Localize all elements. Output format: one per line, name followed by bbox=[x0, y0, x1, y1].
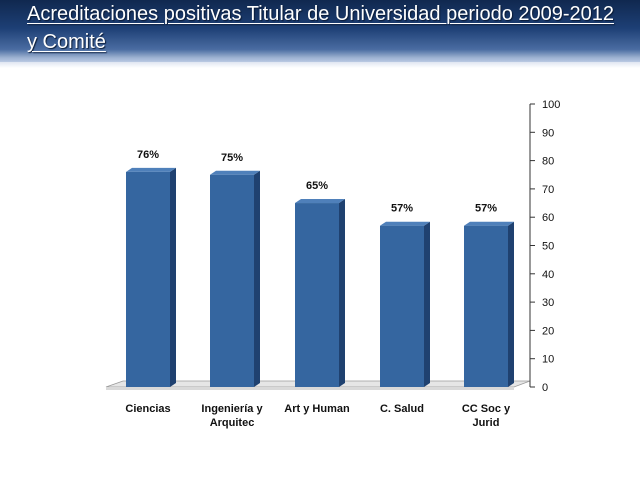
category-label: Ciencias bbox=[125, 403, 170, 415]
y-tick-label: 80 bbox=[542, 156, 554, 168]
y-tick-label: 20 bbox=[542, 325, 554, 337]
data-label: 57% bbox=[475, 203, 497, 215]
page-title: Acreditaciones positivas Titular de Univ… bbox=[27, 3, 615, 53]
y-tick-label: 60 bbox=[542, 212, 554, 224]
bar bbox=[210, 174, 254, 387]
bar-top bbox=[210, 170, 260, 175]
title-banner-fade bbox=[0, 58, 640, 68]
y-tick-label: 40 bbox=[542, 269, 554, 281]
bar-side bbox=[339, 199, 345, 387]
y-tick-label: 30 bbox=[542, 297, 554, 309]
bar-top bbox=[126, 167, 176, 172]
data-label: 57% bbox=[391, 203, 413, 215]
data-label: 65% bbox=[306, 180, 328, 192]
bar bbox=[126, 171, 170, 387]
y-tick-label: 10 bbox=[542, 354, 554, 366]
category-label: CC Soc y bbox=[462, 403, 511, 415]
y-tick-label: 70 bbox=[542, 184, 554, 196]
bar-side bbox=[254, 170, 260, 387]
y-tick-label: 0 bbox=[542, 382, 548, 394]
data-label: 75% bbox=[221, 152, 243, 164]
category-label: Ingeniería y bbox=[201, 403, 263, 415]
bar-side bbox=[508, 221, 514, 387]
bar-top bbox=[464, 221, 514, 226]
bar bbox=[295, 203, 339, 387]
category-label: Art y Human bbox=[284, 403, 350, 415]
y-tick-label: 100 bbox=[542, 99, 560, 111]
title-banner bbox=[0, 0, 640, 62]
category-label: Arquitec bbox=[210, 417, 255, 429]
y-tick-label: 90 bbox=[542, 127, 554, 139]
bar-top bbox=[295, 199, 345, 204]
data-label: 76% bbox=[137, 149, 159, 161]
category-label: C. Salud bbox=[380, 403, 424, 415]
bar-side bbox=[424, 221, 430, 387]
category-label: Jurid bbox=[473, 417, 500, 429]
bar-side bbox=[170, 167, 176, 387]
bar bbox=[464, 225, 508, 387]
y-tick-label: 50 bbox=[542, 241, 554, 253]
bar bbox=[380, 225, 424, 387]
bar-top bbox=[380, 221, 430, 226]
